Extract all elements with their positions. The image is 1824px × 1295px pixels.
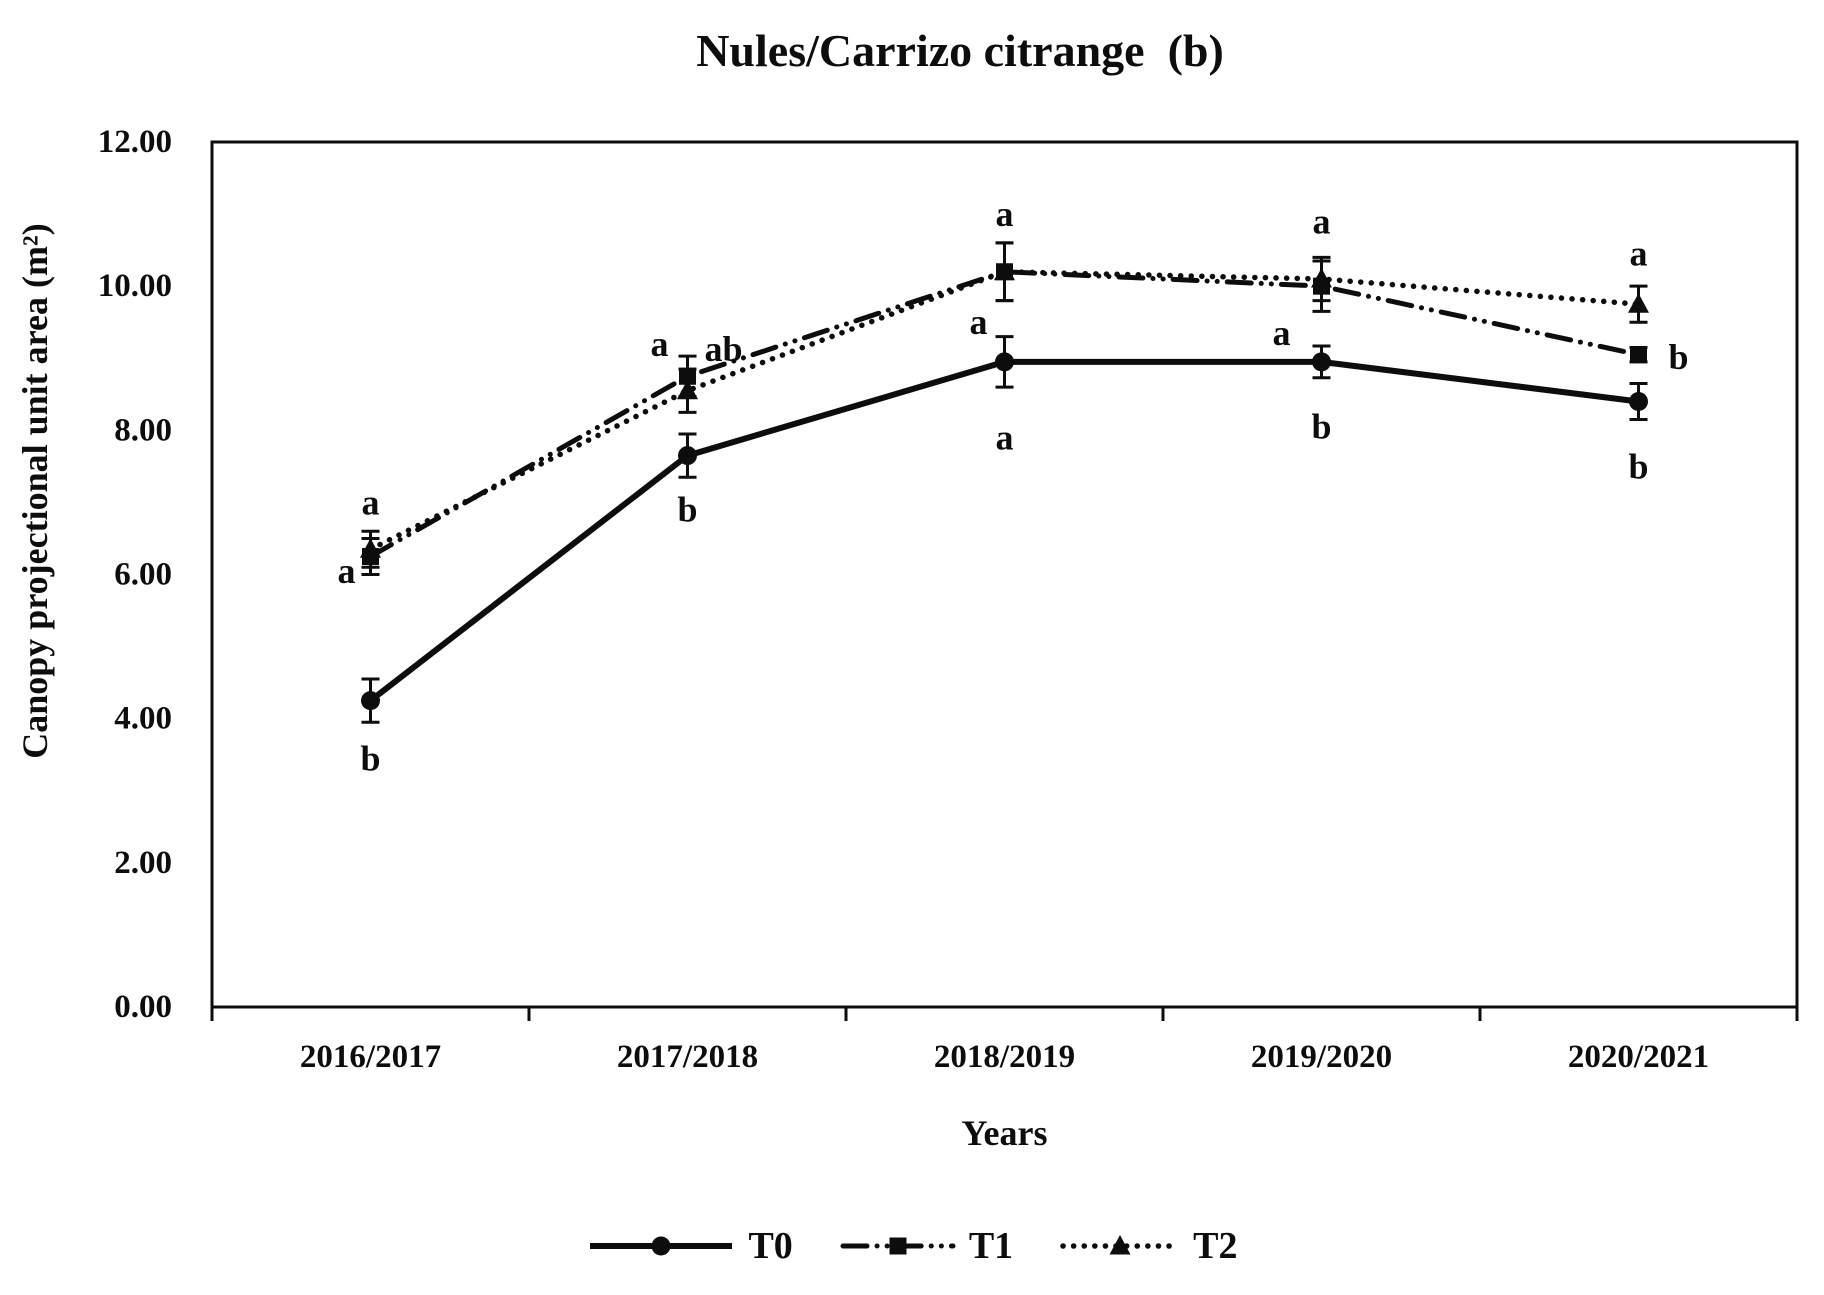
marker-triangle-T2 bbox=[994, 260, 1015, 281]
y-tick-label: 4.00 bbox=[114, 701, 172, 737]
significance-letter: b bbox=[1311, 407, 1331, 447]
significance-letter: a bbox=[970, 302, 988, 342]
legend: T0 T1 T2 bbox=[0, 1224, 1824, 1268]
significance-letter: b bbox=[1628, 446, 1648, 486]
series-T0 bbox=[361, 335, 1648, 724]
marker-triangle-T2 bbox=[360, 538, 381, 558]
marker-triangle-T2 bbox=[677, 379, 698, 400]
marker-triangle-T2 bbox=[1311, 267, 1332, 288]
x-tick-label: 2017/2018 bbox=[617, 1039, 758, 1075]
series-line-T1 bbox=[368, 269, 1641, 559]
x-tick-label: 2016/2017 bbox=[300, 1039, 441, 1075]
y-tick-label: 6.00 bbox=[114, 557, 172, 593]
marker-circle-T0 bbox=[361, 691, 380, 711]
significance-letter: b bbox=[677, 490, 697, 530]
significance-letter: a bbox=[996, 418, 1014, 458]
y-tick-label: 0.00 bbox=[114, 989, 172, 1025]
legend-marker-triangle-icon bbox=[1109, 1235, 1131, 1255]
y-tick-label: 2.00 bbox=[114, 845, 172, 881]
series-line-T0 bbox=[368, 358, 1639, 704]
legend-marker-square-icon bbox=[889, 1237, 907, 1255]
series-T2 bbox=[360, 241, 1649, 569]
x-tick-label: 2019/2020 bbox=[1251, 1039, 1392, 1075]
x-tick-label: 2020/2021 bbox=[1568, 1039, 1709, 1075]
significance-letter: a bbox=[362, 482, 380, 522]
significance-letter: b bbox=[360, 738, 380, 778]
significance-letter: a bbox=[996, 194, 1014, 234]
legend-label-T1: T1 bbox=[968, 1225, 1014, 1267]
marker-circle-T0 bbox=[1312, 352, 1331, 372]
significance-letter: ab bbox=[704, 329, 742, 369]
y-tick-label: 10.00 bbox=[98, 268, 172, 304]
marker-square-T1 bbox=[1630, 346, 1647, 364]
legend-item-T1: T1 bbox=[839, 1224, 1013, 1268]
significance-letter: a bbox=[1630, 234, 1648, 274]
legend-dotted-line-triangle-icon bbox=[1060, 1235, 1180, 1255]
chart-title: Nules/Carrizo citrange (b) bbox=[696, 25, 1224, 76]
marker-circle-T0 bbox=[995, 352, 1014, 372]
marker-circle-T0 bbox=[678, 446, 697, 466]
marker-triangle-T2 bbox=[1628, 293, 1649, 313]
y-axis-title: Canopy projectional unit area (m²) bbox=[15, 223, 55, 759]
significance-letter: a bbox=[338, 551, 356, 591]
legend-solid-line-circle-icon bbox=[590, 1236, 733, 1256]
significance-letter: a bbox=[1273, 313, 1291, 353]
legend-item-T0: T0 bbox=[586, 1224, 793, 1268]
marker-circle-T0 bbox=[1629, 392, 1648, 411]
legend-label-T2: T2 bbox=[1193, 1225, 1238, 1267]
significance-letter: a bbox=[1313, 201, 1331, 241]
y-tick-label: 12.00 bbox=[98, 124, 172, 160]
legend-item-T2: T2 bbox=[1059, 1224, 1238, 1268]
x-axis-title: Years bbox=[961, 1113, 1048, 1153]
plot-border bbox=[210, 140, 1799, 1009]
x-tick-label: 2018/2019 bbox=[934, 1039, 1075, 1075]
legend-dash-dot-line-square-icon bbox=[840, 1237, 956, 1255]
legend-label-T0: T0 bbox=[748, 1225, 793, 1267]
y-tick-label: 8.00 bbox=[114, 412, 172, 448]
legend-marker-circle-icon bbox=[651, 1236, 671, 1256]
significance-letter: b bbox=[1668, 337, 1688, 377]
significance-letter: a bbox=[651, 324, 669, 364]
